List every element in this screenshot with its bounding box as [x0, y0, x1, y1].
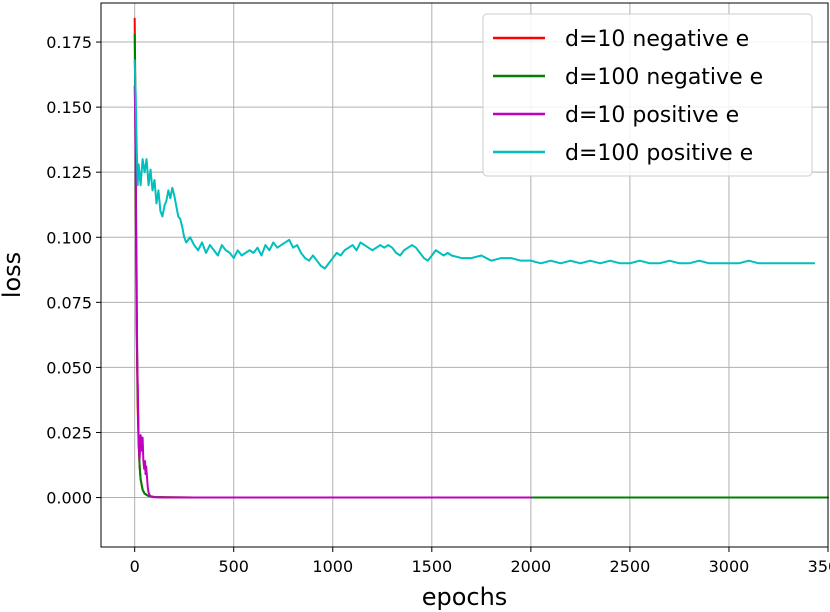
series-layer — [133, 17, 829, 499]
x-tick-label: 2000 — [511, 557, 552, 576]
legend: d=10 negative e d=100 negative e d=10 posi… — [482, 13, 813, 177]
y-tick-label: 0.175 — [46, 33, 92, 52]
x-tick-label: 500 — [218, 557, 249, 576]
y-tick-label: 0.150 — [46, 98, 92, 117]
x-axis-label: epochs — [422, 583, 508, 611]
y-tick-label: 0.125 — [46, 163, 92, 182]
y-tick-label: 0.000 — [46, 489, 92, 508]
x-tick-label: 2500 — [610, 557, 651, 576]
legend-label: d=10 positive e — [565, 103, 739, 128]
y-tick-label: 0.075 — [46, 293, 92, 312]
y-axis-label: loss — [0, 252, 26, 298]
x-tick-label: 3000 — [709, 557, 750, 576]
y-axis-ticks: 0.000 0.025 0.050 0.075 0.100 0.125 0.150 0.175 — [46, 33, 101, 508]
legend-label: d=10 negative e — [565, 27, 749, 52]
x-tick-label: 3500 — [808, 557, 830, 576]
legend-box — [482, 13, 813, 177]
legend-label: d=100 positive e — [565, 141, 753, 166]
plot-frame — [100, 2, 829, 548]
x-tick-label: 0 — [130, 557, 140, 576]
series-line-4 — [133, 59, 816, 270]
x-tick-label: 1500 — [411, 557, 452, 576]
legend-label: d=100 negative e — [565, 65, 763, 90]
x-tick-label: 1000 — [312, 557, 353, 576]
series-line-3 — [133, 85, 532, 499]
x-axis-ticks: 0 500 1000 1500 2000 2500 3000 3500 — [130, 547, 830, 576]
y-tick-label: 0.050 — [46, 358, 92, 377]
y-tick-label: 0.100 — [46, 228, 92, 247]
y-tick-label: 0.025 — [46, 423, 92, 442]
